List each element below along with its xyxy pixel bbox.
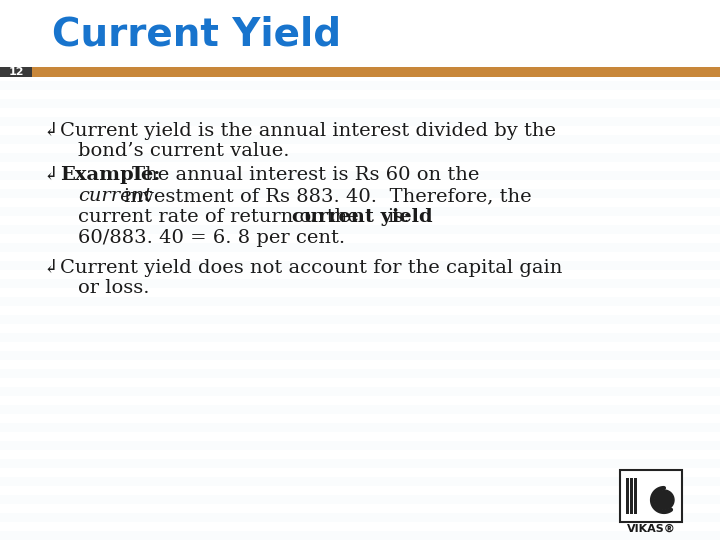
Text: 12: 12 bbox=[8, 67, 24, 77]
Circle shape bbox=[654, 490, 674, 510]
Text: VIKAS®: VIKAS® bbox=[626, 524, 675, 534]
Text: current yield: current yield bbox=[292, 208, 433, 226]
Bar bbox=[0, 99, 720, 108]
Bar bbox=[620, 470, 682, 522]
Bar bbox=[0, 135, 720, 144]
Bar bbox=[0, 387, 720, 396]
Bar bbox=[0, 279, 720, 288]
Bar bbox=[0, 189, 720, 198]
Text: ↲: ↲ bbox=[42, 166, 58, 184]
Bar bbox=[0, 81, 720, 90]
Text: current: current bbox=[78, 187, 152, 205]
Text: The annual interest is Rs 60 on the: The annual interest is Rs 60 on the bbox=[132, 166, 480, 184]
Bar bbox=[0, 67, 32, 77]
Text: bond’s current value.: bond’s current value. bbox=[78, 142, 289, 160]
Bar bbox=[0, 243, 720, 252]
Bar bbox=[0, 207, 720, 216]
Bar bbox=[0, 153, 720, 162]
Bar bbox=[0, 405, 720, 414]
Bar bbox=[0, 63, 720, 72]
Bar bbox=[0, 261, 720, 270]
Text: 60/883. 40 = 6. 8 per cent.: 60/883. 40 = 6. 8 per cent. bbox=[78, 229, 345, 247]
Bar bbox=[630, 478, 633, 514]
Text: investment of Rs 883. 40.  Therefore, the: investment of Rs 883. 40. Therefore, the bbox=[124, 187, 531, 205]
Text: Current Yield: Current Yield bbox=[52, 15, 341, 53]
Bar bbox=[0, 531, 720, 540]
Bar bbox=[0, 225, 720, 234]
Bar bbox=[0, 351, 720, 360]
Text: or loss.: or loss. bbox=[78, 279, 150, 297]
Bar bbox=[0, 0, 720, 68]
Bar bbox=[0, 477, 720, 486]
Bar bbox=[0, 27, 720, 36]
Bar bbox=[0, 67, 720, 77]
Text: is:: is: bbox=[387, 208, 410, 226]
Bar bbox=[0, 117, 720, 126]
Bar bbox=[0, 333, 720, 342]
Bar bbox=[0, 315, 720, 324]
Bar bbox=[0, 77, 720, 540]
Bar bbox=[0, 495, 720, 504]
Text: Example:: Example: bbox=[60, 166, 161, 184]
Bar bbox=[0, 171, 720, 180]
Text: Current yield is the annual interest divided by the: Current yield is the annual interest div… bbox=[60, 122, 556, 140]
Bar bbox=[0, 423, 720, 432]
Bar bbox=[0, 369, 720, 378]
Text: ↲: ↲ bbox=[42, 122, 58, 140]
Bar bbox=[0, 513, 720, 522]
Bar bbox=[0, 9, 720, 18]
Text: current rate of return or the: current rate of return or the bbox=[78, 208, 365, 226]
Text: Current yield does not account for the capital gain: Current yield does not account for the c… bbox=[60, 259, 562, 277]
Bar bbox=[634, 478, 637, 514]
Bar bbox=[0, 297, 720, 306]
Bar bbox=[0, 441, 720, 450]
Bar bbox=[0, 459, 720, 468]
Bar bbox=[626, 478, 629, 514]
Bar bbox=[0, 45, 720, 54]
Text: ↲: ↲ bbox=[42, 259, 58, 277]
